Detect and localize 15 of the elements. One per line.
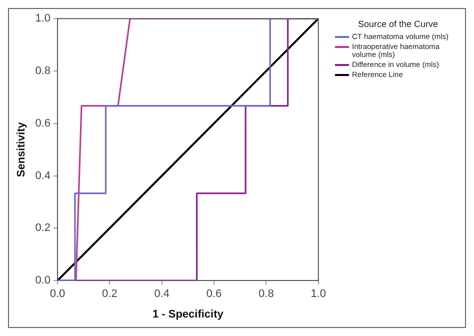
x-tick-label: 0.4 [154,288,170,300]
x-tick-label: 0.2 [102,288,118,300]
y-axis-title: Sensitivity [16,121,28,178]
y-tick-label: 1.0 [35,12,50,25]
y-tick-label: 0.2 [35,222,50,234]
legend-title: Source of the Curve [356,19,440,29]
x-tick-label: 0.0 [50,288,66,300]
y-tick-label: 0.8 [35,65,50,78]
y-tick-label: 0.0 [35,274,50,287]
x-tick-label: 0.6 [206,288,222,300]
x-tick-label: 1.0 [310,288,326,300]
x-axis-title: 1 - Specificity [152,308,224,320]
x-tick-label: 0.8 [258,288,274,300]
y-tick-label: 0.6 [35,117,50,130]
y-tick-label: 0.4 [35,170,50,182]
